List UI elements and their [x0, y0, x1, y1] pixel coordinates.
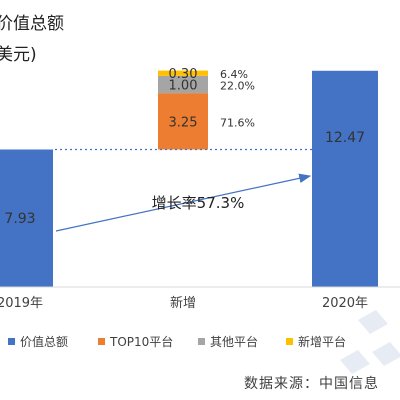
legend-item-新增平台: 新增平台	[286, 333, 346, 350]
legend-swatch	[286, 338, 293, 345]
bar-total-2019年	[0, 149, 53, 287]
growth-label: 增长率57.3%	[152, 194, 245, 212]
legend-label: 新增平台	[298, 335, 347, 349]
legend: 价值总额 TOP10平台 其他平台 新增平台	[8, 333, 400, 353]
x-tick-2020年: 2020年	[322, 296, 368, 311]
legend-label: 价值总额	[20, 335, 69, 349]
segment-value-新增平台: 0.30	[169, 67, 198, 82]
legend-label: TOP10平台	[110, 335, 174, 349]
legend-item-其他平台: 其他平台	[198, 333, 258, 350]
x-tick-新增: 新增	[170, 295, 196, 311]
legend-label: 其他平台	[210, 335, 259, 349]
chart-unit: 美元)	[0, 45, 37, 65]
bar-segment-TOP10平台	[158, 93, 208, 150]
legend-swatch	[198, 338, 205, 345]
segment-value-其他平台: 1.00	[169, 78, 198, 93]
bar-label-2019年: 7.93	[4, 211, 35, 227]
source-note: 数据来源：中国信息	[244, 376, 379, 392]
legend-item-价值总额: 价值总额	[8, 333, 68, 350]
segment-value-TOP10平台: 3.25	[169, 115, 198, 130]
bar-segment-新增平台	[158, 70, 208, 76]
segment-share-TOP10平台: 71.6%	[220, 116, 255, 129]
x-tick-2019年: 2019年	[0, 296, 43, 311]
legend-swatch	[8, 338, 15, 345]
segment-share-其他平台: 22.0%	[220, 79, 255, 92]
segment-share-新增平台: 6.4%	[220, 68, 248, 81]
bar-total-2020年	[312, 70, 378, 287]
growth-arrow	[55, 173, 312, 232]
watermark-shape	[372, 342, 400, 366]
watermark-shape	[340, 350, 370, 374]
legend-swatch	[98, 338, 105, 345]
bar-segment-其他平台	[158, 75, 208, 94]
bar-label-2020年: 12.47	[325, 130, 365, 146]
legend-item-TOP10平台: TOP10平台	[98, 333, 173, 350]
chart-title: 价值总额	[0, 14, 64, 34]
watermark-shape	[358, 310, 388, 334]
